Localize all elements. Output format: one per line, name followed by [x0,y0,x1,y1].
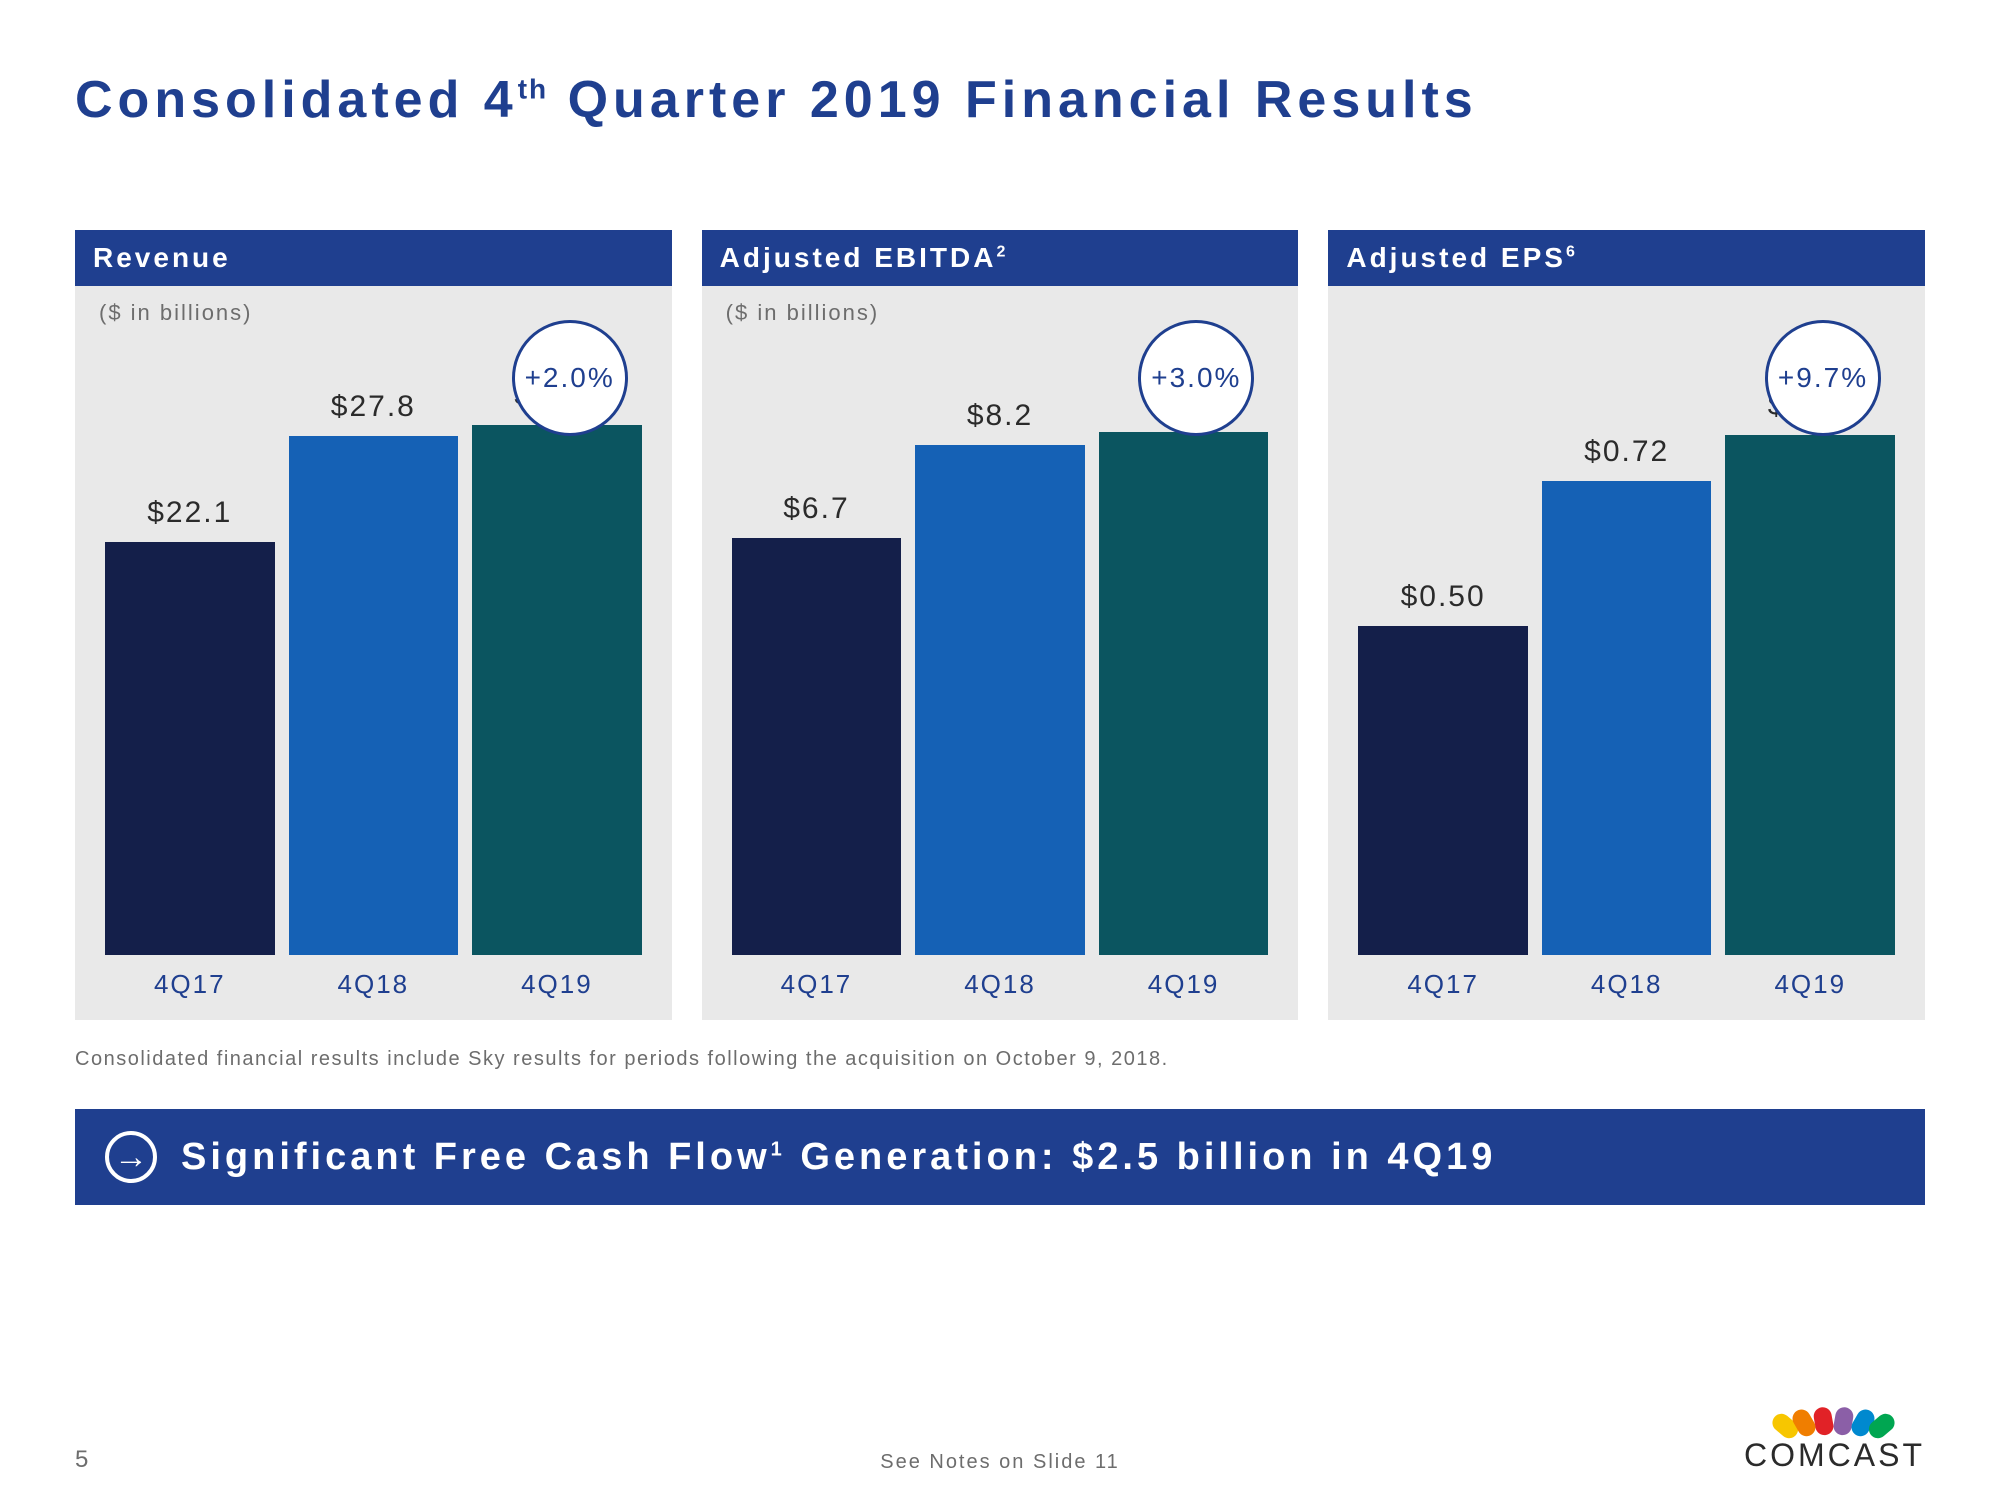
comcast-logo: COMCAST [1744,1407,1925,1474]
bar-column: $22.1 [105,496,275,955]
panel-body: +9.7% $0.50 $0.72 $0.79 4Q17 4Q18 4Q19 [1328,286,1925,1020]
callout-sup: 1 [771,1138,786,1160]
category-label: 4Q18 [1542,969,1712,1000]
bar-column: $28.4 [472,379,642,955]
category-label: 4Q19 [1725,969,1895,1000]
pct-badge: +9.7% [1765,320,1881,436]
pct-badge: +3.0% [1138,320,1254,436]
chart-panel: Adjusted EBITDA2($ in billions)+3.0%$6.7… [702,230,1299,1020]
slide-title: Consolidated 4th Quarter 2019 Financial … [75,70,1925,130]
page-number: 5 [75,1446,90,1474]
category-label: 4Q19 [472,969,642,1000]
callout-b: Generation: $2.5 billion in 4Q19 [786,1136,1497,1178]
pct-badge: +2.0% [512,320,628,436]
bar [1542,481,1712,955]
bar-value-label: $0.50 [1401,580,1486,614]
panel-header-text: Adjusted EPS [1346,242,1566,273]
peacock-feather [1832,1406,1855,1437]
bar [289,436,459,955]
footnote: Consolidated financial results include S… [75,1048,1925,1071]
category-label: 4Q17 [105,969,275,1000]
bars-stage: $0.50 $0.72 $0.79 [1352,374,1901,955]
bars-stage: $6.7 $8.2 $8.4 [726,374,1275,955]
category-row: 4Q17 4Q18 4Q19 [726,955,1275,1020]
callout-text: Significant Free Cash Flow1 Generation: … [181,1136,1496,1179]
peacock-icon [1790,1407,1880,1435]
bar [472,425,642,955]
chart-panel: Adjusted EPS6+9.7%$0.50$0.72$0.794Q174Q1… [1328,230,1925,1020]
panel-body: ($ in billions)+3.0%$6.7$8.2$8.44Q174Q18… [702,286,1299,1020]
bar-column: $0.50 [1358,580,1528,955]
chart-panel: Revenue($ in billions)+2.0%$22.1$27.8$28… [75,230,672,1020]
title-sup: th [518,74,548,105]
category-label: 4Q17 [732,969,902,1000]
category-label: 4Q17 [1358,969,1528,1000]
panel-header-sup: 6 [1566,244,1578,261]
bar-column: $0.79 [1725,389,1895,955]
bar [732,538,902,955]
category-row: 4Q17 4Q18 4Q19 [99,955,648,1020]
bar-value-label: $27.8 [331,390,416,424]
peacock-feather [1812,1406,1835,1437]
bar-column: $27.8 [289,390,459,955]
bar [1725,435,1895,955]
bar-value-label: $22.1 [147,496,232,530]
bar-value-label: $0.72 [1584,435,1669,469]
title-part-b: Quarter 2019 Financial Results [548,71,1478,129]
bar [915,445,1085,955]
bar-column: $8.4 [1099,386,1269,955]
panel-body: ($ in billions)+2.0%$22.1$27.8$28.44Q174… [75,286,672,1020]
bar [1358,626,1528,955]
category-row: 4Q17 4Q18 4Q19 [1352,955,1901,1020]
arrow-right-icon: → [105,1131,157,1183]
category-label: 4Q19 [1099,969,1269,1000]
bars-stage: $22.1 $27.8 $28.4 [99,374,648,955]
panel-header: Adjusted EPS6 [1328,230,1925,286]
callout-a: Significant Free Cash Flow [181,1136,771,1178]
bar-value-label: $8.2 [967,399,1033,433]
panel-header: Adjusted EBITDA2 [702,230,1299,286]
category-label: 4Q18 [289,969,459,1000]
bar [105,542,275,955]
panel-header-text: Adjusted EBITDA [720,242,997,273]
bar [1099,432,1269,955]
title-part-a: Consolidated 4 [75,71,518,129]
bar-value-label: $6.7 [783,492,849,526]
panel-header: Revenue [75,230,672,286]
see-notes: See Notes on Slide 11 [880,1451,1120,1474]
callout-bar: → Significant Free Cash Flow1 Generation… [75,1109,1925,1205]
bar-column: $6.7 [732,492,902,955]
panel-header-text: Revenue [93,242,231,273]
bar-column: $0.72 [1542,435,1712,955]
panel-header-sup: 2 [996,244,1008,261]
bar-column: $8.2 [915,399,1085,955]
charts-row: Revenue($ in billions)+2.0%$22.1$27.8$28… [75,230,1925,1020]
category-label: 4Q18 [915,969,1085,1000]
logo-text: COMCAST [1744,1437,1925,1474]
